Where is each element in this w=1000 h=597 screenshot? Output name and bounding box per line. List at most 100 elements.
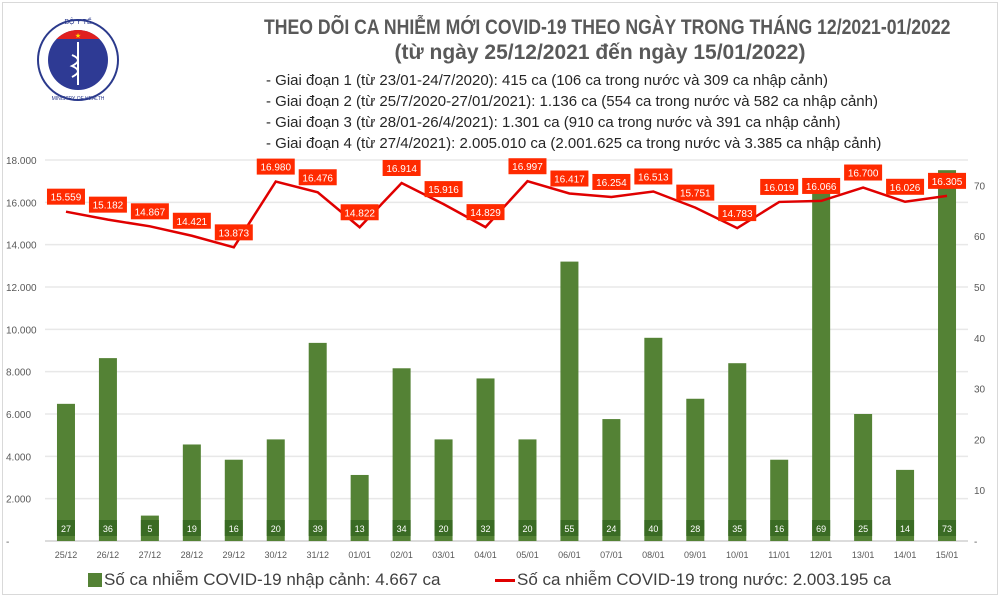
legend-item-domestic: Số ca nhiễm COVID-19 trong nước: 2.003.1… [495,570,891,590]
x-axis-tick: 03/01 [432,550,455,560]
legend-item-imported: Số ca nhiễm COVID-19 nhập cảnh: 4.667 ca [88,570,440,590]
bar [392,368,411,541]
line-label: 16.997 [512,162,543,173]
left-axis-tick: - [6,537,9,548]
line-label: 15.559 [51,193,82,204]
bar-label: 16 [774,524,784,534]
bar-label-bg [686,520,705,536]
line-label: 16.476 [302,173,333,184]
bar-label: 24 [606,524,616,534]
line-label: 15.751 [680,189,711,200]
line-label-bg [172,212,211,229]
line-label-bg [382,159,421,176]
line-label-bg [592,173,631,190]
bar [686,398,705,541]
bar [602,419,621,541]
line-label-bg [802,177,841,194]
right-axis-tick: 50 [974,283,986,294]
left-axis-tick: 2.000 [6,495,31,506]
bar-label: 28 [690,524,700,534]
bar-label: 36 [103,524,113,534]
bar [266,439,285,541]
bar [98,358,117,541]
bar-label: 19 [187,524,197,534]
line-label-bg [340,204,379,221]
right-axis-tick: 30 [974,385,986,396]
x-axis-tick: 31/12 [306,550,329,560]
bar-label-bg [434,520,453,536]
line-label: 14.783 [722,209,753,220]
x-axis-tick: 07/01 [600,550,623,560]
x-axis-tick: 04/01 [474,550,497,560]
bar [182,444,201,541]
right-axis-tick: 70 [974,181,986,192]
ministry-of-health-logo: ★ BỘ Y TẾ MINISTRY OF HEALTH [37,16,119,102]
bar [938,170,957,541]
line-label-bg [88,196,127,213]
legend-label-imported: Số ca nhiễm COVID-19 nhập cảnh: 4.667 ca [104,570,441,589]
line-label-bg [550,170,589,187]
line-label: 16.254 [596,178,627,189]
bar [308,342,327,541]
x-axis-tick: 15/01 [936,550,959,560]
x-axis-tick: 05/01 [516,550,539,560]
bar-label-bg [182,520,201,536]
line-label: 16.417 [554,175,585,186]
x-axis-tick: 10/01 [726,550,749,560]
line-label-bg [424,181,463,198]
legend-bar-swatch [88,573,102,587]
line-label-bg [886,178,925,195]
right-axis-tick: - [974,537,977,548]
line-label: 14.867 [135,207,166,218]
bar-label: 13 [355,524,365,534]
line-label-bg [760,178,799,195]
bar-label: 27 [61,524,71,534]
bar [854,414,873,541]
right-axis-tick: 10 [974,486,986,497]
bar-label-bg [602,520,621,536]
bar-label-bg [812,520,831,536]
line-label: 15.182 [93,201,124,212]
x-axis-tick: 29/12 [223,550,246,560]
right-axis-tick: 20 [974,435,986,446]
legend-label-domestic: Số ca nhiễm COVID-19 trong nước: 2.003.1… [517,570,892,589]
left-axis-tick: 10.000 [6,325,37,336]
bar [812,190,831,542]
line-label: 14.822 [344,208,375,219]
bar-label-bg [938,520,957,536]
bar-label: 14 [900,524,910,534]
x-axis-tick: 09/01 [684,550,707,560]
x-axis-tick: 26/12 [97,550,120,560]
bar-label-bg [854,520,873,536]
phase-3-summary: - Giai đoạn 3 (từ 28/01-26/4/2021): 1.30… [266,114,841,131]
bar-label-bg [350,520,369,536]
line-label-bg [298,169,337,186]
line-label-bg [214,224,253,241]
line-label: 16.980 [260,163,291,174]
line-label-bg [466,204,505,221]
bar-label: 5 [147,524,152,534]
x-axis-tick: 01/01 [348,550,371,560]
bar-label: 25 [858,524,868,534]
bar-label-bg [308,520,327,536]
bar-label: 34 [397,524,407,534]
line-label-bg [130,203,169,220]
line-label-bg [676,184,715,201]
line-label: 14.421 [177,217,208,228]
bar-label-bg [896,520,915,536]
bar [434,439,453,541]
bar [728,363,747,541]
line-label: 16.019 [764,183,795,194]
x-axis-tick: 30/12 [264,550,287,560]
svg-text:★: ★ [75,32,81,40]
x-axis-tick: 02/01 [390,550,413,560]
phase-4-summary: - Giai đoạn 4 (từ 27/4/2021): 2.005.010 … [266,135,882,152]
phase-2-summary: - Giai đoạn 2 (từ 25/7/2020-27/01/2021):… [266,93,878,110]
bar-label: 32 [481,524,491,534]
domestic-line [65,179,948,249]
x-axis-tick: 08/01 [642,550,665,560]
bar-label-bg [560,520,579,536]
x-axis-tick: 13/01 [852,550,875,560]
chart-subtitle: (từ ngày 25/12/2021 đến ngày 15/01/2022) [394,41,806,64]
